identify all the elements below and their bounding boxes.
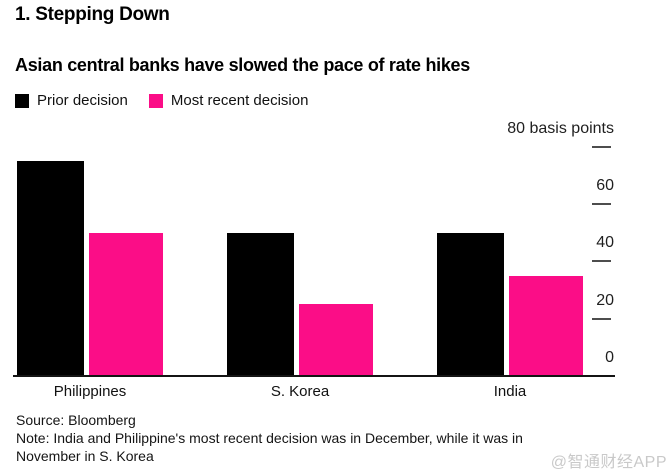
chart-kicker: 1. Stepping Down [15,4,170,25]
category-label-india: India [493,383,527,400]
note-text: Note: India and Philippine's most recent… [16,430,523,465]
recent-decision-swatch [148,93,163,108]
prior-decision-swatch [15,93,29,108]
x-axis-line [13,375,615,377]
axis-tick [592,145,611,148]
legend-label-prior: Prior decision [37,92,128,109]
legend-item-prior: Prior decision [15,92,128,109]
bar-prior-india [437,232,504,376]
legend-label-recent: Most recent decision [170,92,309,109]
axis-tick-label: 20 [596,291,614,309]
axis-tick-label: 80 basis points [507,119,614,137]
axis-tick [592,260,611,263]
category-label-s-korea: S. Korea [270,383,330,400]
bar-recent-philippines [89,232,163,376]
chart-title: Asian central banks have slowed the pace… [15,55,470,75]
source-text: Source: Bloomberg [16,412,136,428]
legend: Prior decision Most recent decision [15,92,308,109]
axis-tick-label: 60 [596,177,614,195]
note-line-2: November in S. Korea [16,447,154,464]
axis-tick-label: 40 [596,234,614,252]
axis-tick-label: 0 [605,349,614,366]
category-label-philippines: Philippines [53,383,127,400]
axis-tick [592,317,611,320]
note-line-1: Note: India and Philippine's most recent… [16,430,523,446]
watermark-text: @智通财经APP [550,454,667,471]
bar-recent-india [509,275,583,376]
bar-prior-philippines [17,161,84,376]
axis-tick [592,203,611,206]
legend-item-recent: Most recent decision [148,92,309,109]
bar-prior-s-korea [227,232,294,376]
bar-recent-s-korea [299,304,373,376]
